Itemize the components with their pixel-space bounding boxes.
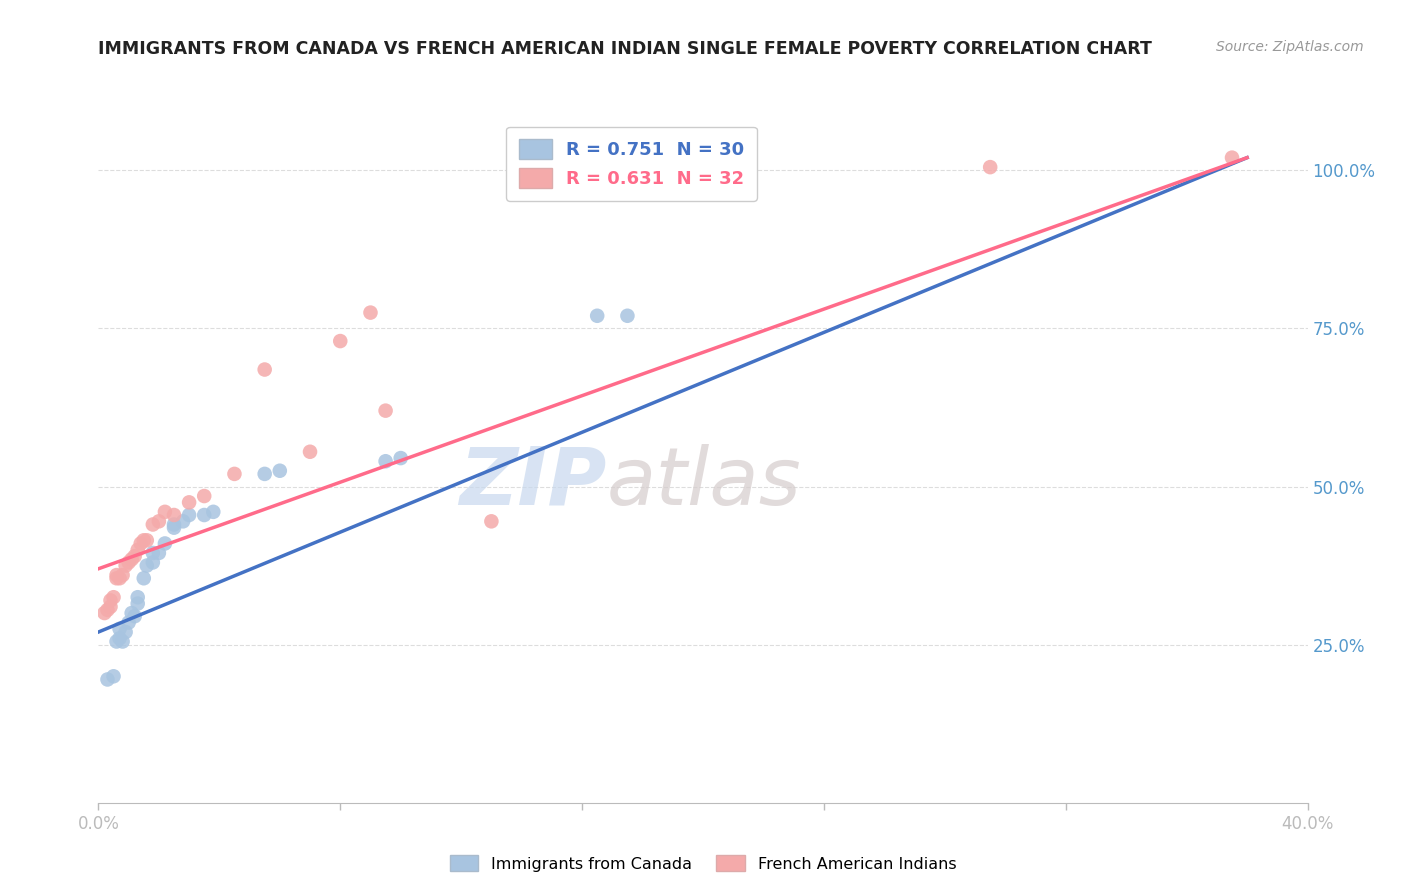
Point	[329, 334, 352, 348]
Point	[121, 606, 143, 620]
Point	[172, 514, 194, 528]
Point	[124, 549, 146, 563]
Point	[105, 634, 128, 648]
Point	[374, 454, 396, 468]
Point	[108, 622, 131, 636]
Point	[148, 546, 170, 560]
Point	[163, 508, 186, 522]
Point	[135, 533, 157, 548]
Point	[129, 536, 152, 550]
Legend: R = 0.751  N = 30, R = 0.631  N = 32: R = 0.751 N = 30, R = 0.631 N = 32	[506, 127, 756, 201]
Point	[96, 673, 118, 687]
Point	[360, 305, 382, 319]
Text: IMMIGRANTS FROM CANADA VS FRENCH AMERICAN INDIAN SINGLE FEMALE POVERTY CORRELATI: IMMIGRANTS FROM CANADA VS FRENCH AMERICA…	[98, 40, 1153, 58]
Point	[105, 571, 128, 585]
Point	[111, 568, 134, 582]
Point	[1220, 151, 1243, 165]
Point	[179, 495, 201, 509]
Point	[114, 625, 136, 640]
Point	[121, 552, 143, 566]
Point	[142, 546, 165, 560]
Point	[586, 309, 609, 323]
Point	[148, 514, 170, 528]
Point	[127, 591, 149, 605]
Point	[142, 556, 165, 570]
Point	[299, 444, 322, 458]
Point	[132, 571, 155, 585]
Point	[979, 160, 1001, 174]
Point	[135, 558, 157, 573]
Point	[253, 362, 276, 376]
Point	[253, 467, 276, 481]
Point	[193, 489, 215, 503]
Point	[127, 542, 149, 557]
Point	[100, 599, 122, 614]
Point	[193, 508, 215, 522]
Point	[374, 403, 396, 417]
Point	[118, 556, 141, 570]
Point	[111, 634, 134, 648]
Point	[124, 609, 146, 624]
Text: ZIP: ZIP	[458, 443, 606, 522]
Point	[163, 517, 186, 532]
Point	[103, 591, 125, 605]
Point	[616, 309, 638, 323]
Text: atlas: atlas	[606, 443, 801, 522]
Text: Source: ZipAtlas.com: Source: ZipAtlas.com	[1216, 40, 1364, 54]
Point	[202, 505, 225, 519]
Point	[481, 514, 503, 528]
Point	[118, 615, 141, 630]
Point	[100, 593, 122, 607]
Point	[96, 603, 118, 617]
Point	[142, 517, 165, 532]
Point	[127, 597, 149, 611]
Point	[389, 451, 412, 466]
Point	[153, 505, 176, 519]
Point	[179, 508, 201, 522]
Point	[93, 606, 115, 620]
Point	[108, 632, 131, 646]
Point	[132, 533, 155, 548]
Legend: Immigrants from Canada, French American Indians: Immigrants from Canada, French American …	[441, 847, 965, 880]
Point	[105, 568, 128, 582]
Point	[269, 464, 291, 478]
Point	[103, 669, 125, 683]
Point	[108, 571, 131, 585]
Point	[114, 558, 136, 573]
Point	[153, 536, 176, 550]
Point	[224, 467, 246, 481]
Point	[163, 521, 186, 535]
